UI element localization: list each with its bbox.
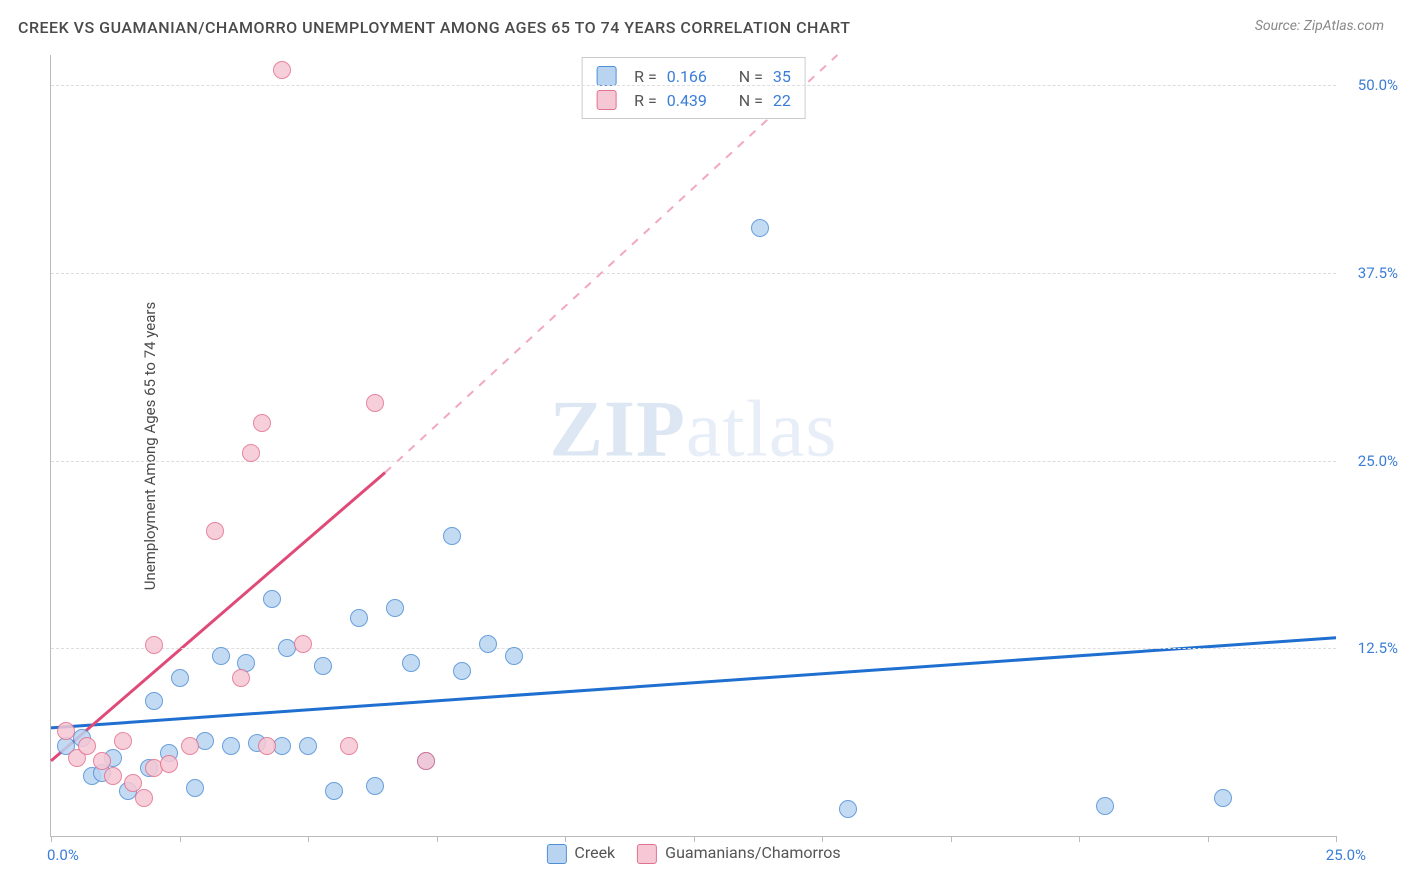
data-point (340, 737, 358, 755)
source-attribution: Source: ZipAtlas.com (1255, 18, 1384, 34)
n-label: N = (739, 91, 763, 110)
data-point (350, 609, 368, 627)
x-tick (1079, 836, 1080, 842)
data-point (196, 732, 214, 750)
gridline (51, 648, 1336, 649)
data-point (263, 590, 281, 608)
x-max-label: 25.0% (1326, 846, 1366, 864)
x-tick (1336, 836, 1337, 842)
n-value: 35 (773, 67, 791, 86)
trend-lines-layer (51, 55, 1336, 836)
plot-area: ZIPatlas R =0.166N =35R =0.439N =22 Cree… (50, 55, 1336, 837)
gridline (51, 85, 1336, 86)
x-tick (51, 836, 52, 842)
x-tick (565, 836, 566, 842)
data-point (325, 782, 343, 800)
data-point (181, 737, 199, 755)
data-point (1096, 797, 1114, 815)
data-point (206, 522, 224, 540)
legend-item: Guamanians/Chamorros (637, 843, 840, 864)
data-point (171, 669, 189, 687)
data-point (145, 692, 163, 710)
data-point (242, 444, 260, 462)
data-point (1214, 789, 1232, 807)
chart-title: CREEK VS GUAMANIAN/CHAMORRO UNEMPLOYMENT… (18, 18, 850, 37)
x-tick (951, 836, 952, 842)
legend-swatch (637, 844, 657, 864)
correlation-legend: R = 0.166 N = 35 R = 0.439 N = 22 (581, 57, 806, 119)
data-point (212, 647, 230, 665)
x-tick (694, 836, 695, 842)
data-point (104, 767, 122, 785)
y-tick-label: 50.0% (1358, 76, 1398, 94)
data-point (453, 662, 471, 680)
data-point (135, 789, 153, 807)
data-point (839, 800, 857, 818)
gridline (51, 273, 1336, 274)
data-point (505, 647, 523, 665)
data-point (273, 61, 291, 79)
data-point (78, 737, 96, 755)
data-point (386, 599, 404, 617)
data-point (417, 752, 435, 770)
x-tick (1208, 836, 1209, 842)
data-point (366, 777, 384, 795)
y-tick-label: 37.5% (1358, 264, 1398, 282)
series-legend: Creek Guamanians/Chamorros (546, 843, 840, 864)
y-tick-label: 12.5% (1358, 639, 1398, 657)
y-tick-label: 25.0% (1358, 452, 1398, 470)
data-point (294, 635, 312, 653)
data-point (299, 737, 317, 755)
r-value: 0.166 (667, 67, 719, 86)
legend-stat-row: R = 0.439 N = 22 (596, 88, 791, 112)
data-point (57, 722, 75, 740)
x-tick (308, 836, 309, 842)
data-point (443, 527, 461, 545)
data-point (314, 657, 332, 675)
legend-swatch (546, 844, 566, 864)
data-point (273, 737, 291, 755)
data-point (160, 755, 178, 773)
x-origin-label: 0.0% (47, 846, 79, 864)
r-label: R = (634, 67, 657, 86)
r-value: 0.439 (667, 91, 719, 110)
data-point (366, 394, 384, 412)
data-point (402, 654, 420, 672)
data-point (222, 737, 240, 755)
x-tick (180, 836, 181, 842)
n-label: N = (739, 67, 763, 86)
x-tick (822, 836, 823, 842)
gridline (51, 461, 1336, 462)
data-point (114, 732, 132, 750)
legend-swatch (596, 90, 616, 110)
data-point (232, 669, 250, 687)
n-value: 22 (773, 91, 791, 110)
data-point (186, 779, 204, 797)
r-label: R = (634, 91, 657, 110)
data-point (479, 635, 497, 653)
data-point (253, 414, 271, 432)
data-point (751, 219, 769, 237)
data-point (258, 737, 276, 755)
x-tick (437, 836, 438, 842)
legend-item: Creek (546, 843, 615, 864)
data-point (145, 636, 163, 654)
legend-swatch (596, 66, 616, 86)
